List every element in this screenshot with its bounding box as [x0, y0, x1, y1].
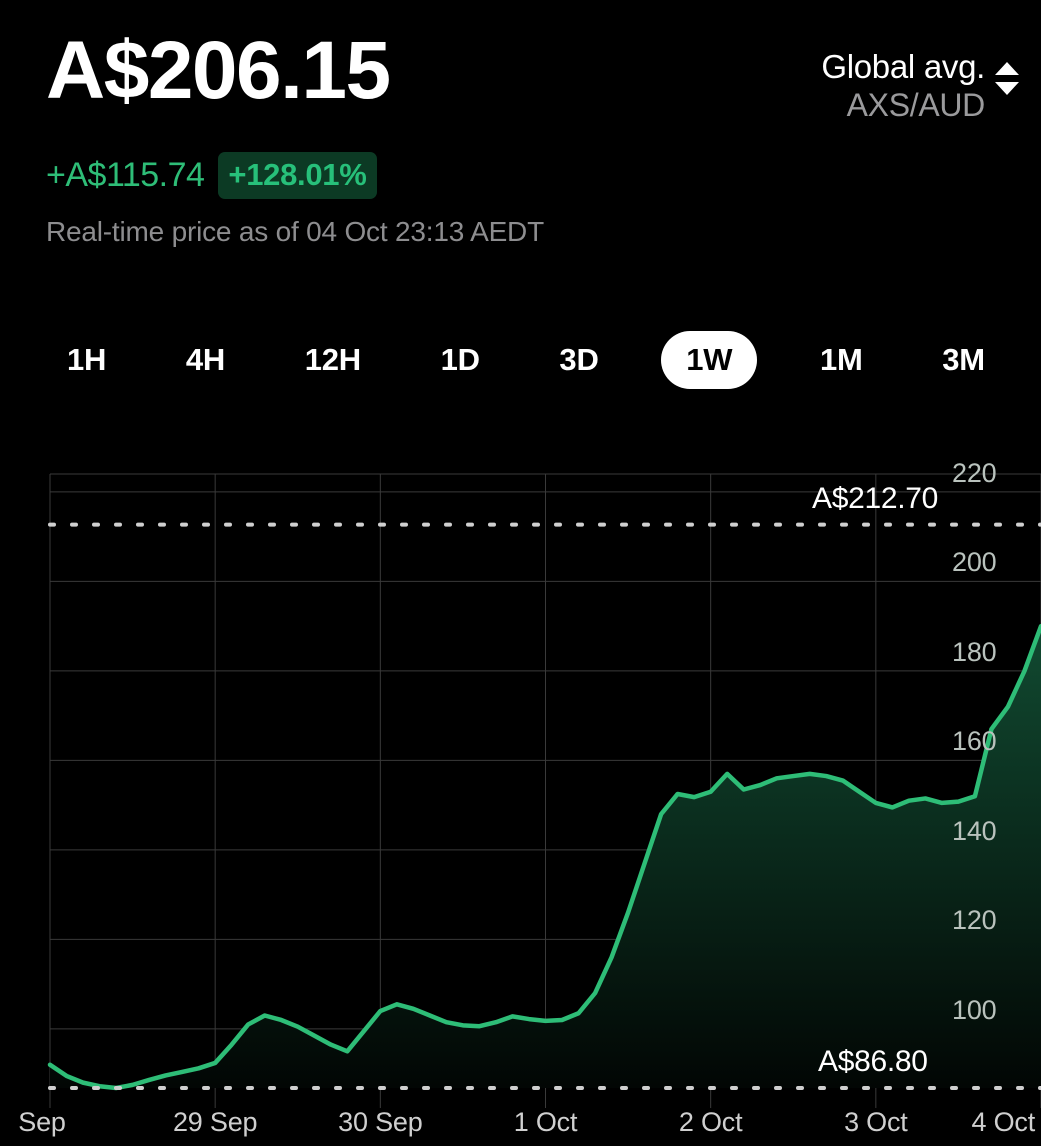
range-tab-3m[interactable]: 3M [942, 342, 985, 377]
x-axis-tick-5: 3 Oct [844, 1107, 908, 1137]
market-selector-text: Global avg. AXS/AUD [821, 48, 985, 125]
x-axis-tick-6: 4 Oct [971, 1107, 1035, 1137]
x-axis-tick-1: 29 Sep [172, 1107, 258, 1137]
y-axis-tick-120: 120 [952, 905, 997, 936]
current-price: A$206.15 [46, 25, 391, 116]
market-pair-label: AXS/AUD [846, 86, 986, 123]
triangle-down-icon[interactable] [995, 82, 1019, 95]
triangle-up-icon[interactable] [995, 62, 1019, 75]
chart-line [47, 623, 1041, 1091]
price-chart[interactable]: 100 120 140 160 180 200 220 Sep 29 Sep 30 Sep 1 O… [0, 458, 1041, 1146]
x-axis-tick-2: 30 Sep [338, 1107, 423, 1137]
x-axis-tick-3: 1 Oct [513, 1107, 578, 1137]
x-axis-tick-0: Sep [18, 1107, 66, 1137]
change-absolute: +A$115.74 [46, 156, 205, 194]
high-price-label: A$212.70 [812, 481, 939, 515]
y-axis-tick-160: 160 [952, 726, 997, 757]
y-axis-tick-220: 220 [952, 457, 997, 488]
chart-area-fill [50, 626, 1041, 1088]
time-range-tabs[interactable]: 1H 4H 12H 1D 3D 1W 1M 3M [50, 331, 1002, 389]
realtime-timestamp: Real-time price as of 04 Oct 23:13 AEDT [46, 216, 544, 247]
low-price-label: A$86.80 [818, 1045, 928, 1078]
y-axis-tick-100: 100 [952, 994, 997, 1025]
range-tab-12h[interactable]: 12H [304, 342, 361, 377]
range-tab-1d[interactable]: 1D [440, 342, 480, 377]
price-header: A$206.15 +A$115.74 +128.01% Real-time pr… [0, 0, 1041, 300]
y-axis-tick-180: 180 [952, 636, 997, 667]
range-tab-3d[interactable]: 3D [559, 342, 599, 377]
range-tab-1w[interactable]: 1W [661, 331, 758, 389]
range-tab-1m[interactable]: 1M [819, 342, 863, 377]
x-axis-tick-4: 2 Oct [678, 1107, 743, 1137]
price-chart-canvas[interactable] [0, 470, 1041, 1146]
range-tab-4h[interactable]: 4H [185, 342, 226, 377]
market-selector-spinner[interactable] [995, 48, 1019, 95]
y-axis-tick-200: 200 [952, 547, 997, 578]
market-selector[interactable]: Global avg. AXS/AUD [821, 48, 1019, 125]
y-axis-tick-140: 140 [952, 815, 997, 846]
change-percent-badge: +128.01% [218, 152, 377, 199]
range-tab-1h[interactable]: 1H [67, 342, 107, 377]
market-source-label: Global avg. [821, 48, 985, 85]
price-change-row: +A$115.74 +128.01% [46, 152, 377, 199]
